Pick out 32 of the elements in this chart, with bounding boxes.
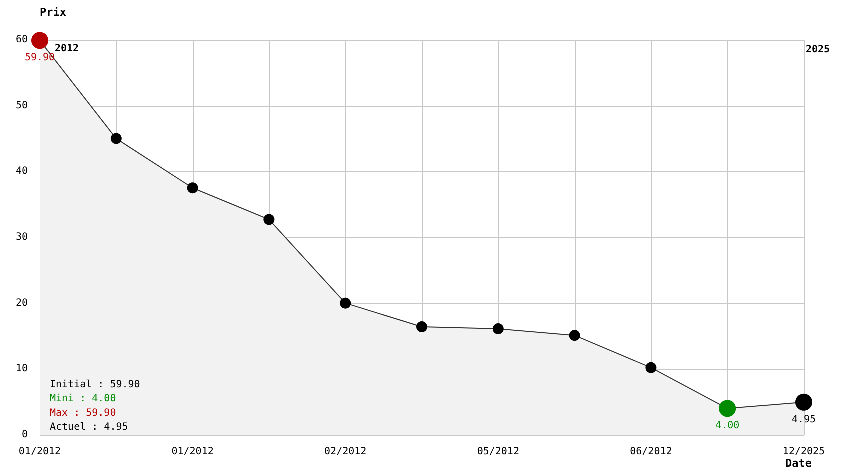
annotation: Actuel : 4.95	[50, 422, 128, 434]
annotation: 2012	[55, 44, 80, 54]
x-tick-label: 12/2025	[782, 446, 826, 458]
point	[416, 322, 428, 333]
x-tick-label: 06/2012	[630, 446, 672, 458]
y-tick-label: 30	[16, 232, 28, 243]
annotation: Initial : 59.90	[50, 380, 140, 390]
y-tick-label: 50	[16, 100, 28, 112]
x-tick-label: 05/2012	[477, 446, 520, 458]
x-tick-label: 01/2012	[18, 446, 62, 458]
y-tick-label: 10	[16, 364, 28, 375]
x-axis-title: Date	[786, 457, 812, 470]
x-tick-label: 02/2012	[324, 446, 367, 458]
point	[264, 214, 275, 226]
point	[646, 362, 657, 374]
data-label: 59.90	[24, 52, 56, 64]
point	[569, 330, 580, 342]
text: 2025	[806, 44, 830, 56]
point	[492, 324, 504, 335]
data-label: 4.00	[716, 420, 740, 432]
point	[187, 182, 198, 194]
point	[340, 298, 352, 309]
x-tick-label: 01/2012	[172, 446, 214, 458]
data-label: 4.95	[792, 414, 816, 426]
y-tick-label: 20	[16, 298, 28, 309]
y-tick-label: 60	[16, 34, 28, 46]
y-tick-label: 40	[16, 166, 28, 178]
y-axis-title: Prix	[40, 6, 67, 19]
y-tick-label: 0	[22, 430, 28, 440]
point	[110, 133, 122, 144]
annotation: Mini : 4.00	[50, 394, 116, 405]
annotation: Max : 59.90	[50, 408, 116, 419]
